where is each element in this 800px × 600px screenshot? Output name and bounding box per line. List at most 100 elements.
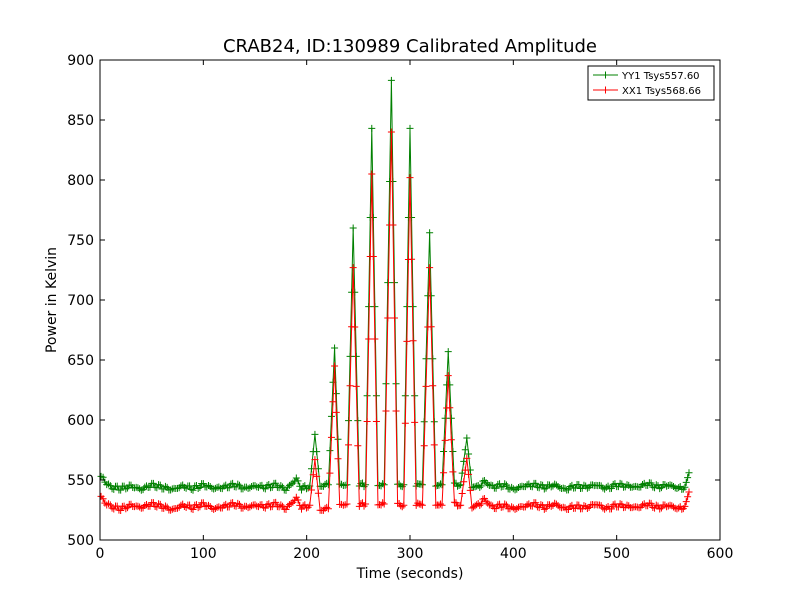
data-point-0-14 (122, 485, 130, 493)
data-point-0-30 (149, 479, 157, 487)
data-point-1-208 (446, 404, 454, 412)
data-point-0-138 (334, 435, 342, 443)
data-point-0-336 (663, 482, 671, 490)
data-point-1-263 (537, 501, 545, 509)
data-point-1-193 (422, 382, 430, 390)
data-point-1-247 (509, 504, 517, 512)
y-tick-label-2: 600 (67, 413, 94, 429)
data-point-1-304 (608, 505, 615, 513)
data-point-0-280 (566, 483, 574, 491)
data-point-0-349 (684, 474, 692, 482)
data-point-1-124 (311, 456, 319, 464)
data-point-1-221 (466, 486, 474, 494)
data-point-0-34 (156, 481, 164, 489)
series-markers-1 (97, 128, 693, 515)
data-point-1-330 (652, 501, 660, 509)
data-point-1-167 (380, 500, 388, 508)
data-point-0-74 (225, 484, 233, 492)
data-point-0-214 (455, 481, 463, 489)
data-point-1-161 (371, 335, 379, 343)
y-tick-label-6: 800 (67, 173, 94, 189)
data-point-1-30 (149, 499, 157, 507)
data-point-1-56 (194, 504, 202, 512)
data-point-0-279 (564, 486, 572, 494)
data-point-1-277 (561, 504, 569, 512)
data-point-1-59 (199, 499, 207, 507)
y-tick-label-0: 500 (67, 533, 94, 549)
data-point-1-62 (205, 501, 212, 509)
data-point-0-327 (647, 479, 655, 487)
legend-label-1: XX1 Tsys568.66 (622, 86, 701, 97)
data-point-1-327 (647, 499, 655, 507)
data-point-0-33 (155, 481, 163, 489)
y-tick-label-5: 750 (67, 233, 94, 249)
data-point-0-5 (106, 482, 114, 490)
data-point-0-84 (242, 483, 250, 491)
data-point-0-101 (272, 479, 280, 487)
data-point-0-173 (391, 279, 398, 287)
data-point-1-104 (277, 501, 285, 509)
data-point-1-147 (349, 264, 357, 272)
data-point-1-336 (663, 503, 671, 511)
data-point-0-136 (331, 344, 339, 352)
data-point-1-174 (392, 407, 400, 415)
y-tick-label-4: 700 (67, 293, 94, 309)
data-point-1-265 (540, 505, 548, 513)
data-point-1-166 (379, 499, 387, 507)
data-point-0-193 (422, 355, 430, 363)
data-point-1-184 (408, 255, 416, 263)
data-point-1-123 (309, 471, 317, 479)
data-point-1-202 (436, 500, 444, 508)
data-point-1-178 (398, 503, 406, 511)
data-point-1-216 (458, 490, 466, 497)
data-point-0-228 (477, 482, 485, 490)
data-point-1-153 (358, 499, 366, 507)
data-point-0-23 (137, 486, 145, 494)
data-point-0-11 (117, 486, 125, 494)
legend: YY1 Tsys557.60 XX1 Tsys568.66 (587, 65, 715, 101)
data-point-1-53 (189, 505, 197, 513)
data-point-1-110 (287, 499, 295, 507)
data-point-1-11 (117, 507, 125, 515)
data-point-0-232 (484, 480, 492, 488)
data-point-0-310 (618, 480, 626, 488)
data-point-0-333 (657, 484, 665, 492)
data-point-1-349 (684, 493, 692, 501)
data-point-1-198 (430, 441, 438, 449)
data-point-1-5 (106, 501, 114, 509)
data-point-0-56 (194, 484, 202, 492)
data-point-1-4 (105, 500, 113, 508)
data-point-1-279 (564, 506, 572, 514)
data-point-1-155 (362, 500, 370, 508)
data-point-1-225 (473, 501, 481, 509)
data-point-1-162 (372, 418, 380, 425)
data-point-0-125 (313, 448, 321, 456)
data-point-0-330 (652, 481, 660, 489)
data-point-1-272 (552, 500, 560, 508)
data-point-1-269 (547, 502, 555, 510)
data-point-0-149 (352, 352, 360, 360)
data-point-1-1 (99, 495, 107, 503)
data-point-1-126 (314, 489, 322, 497)
data-point-0-290 (583, 484, 591, 492)
data-point-0-209 (447, 414, 455, 422)
data-point-1-40 (167, 506, 175, 514)
data-point-1-203 (438, 501, 446, 509)
data-point-1-215 (457, 501, 465, 509)
data-point-0-309 (616, 479, 624, 487)
data-point-1-332 (656, 505, 664, 513)
data-point-1-169 (384, 314, 392, 322)
data-point-1-46 (177, 501, 185, 509)
data-point-0-104 (277, 482, 285, 490)
data-point-0-204 (440, 448, 448, 455)
data-point-1-219 (463, 454, 471, 462)
data-point-0-332 (656, 485, 664, 493)
x-tick-label-4: 400 (500, 546, 527, 562)
data-point-0-57 (196, 484, 204, 492)
data-point-0-185 (409, 303, 417, 311)
data-point-0-258 (528, 483, 536, 491)
data-point-1-142 (341, 501, 349, 509)
data-point-1-41 (168, 505, 176, 513)
data-point-0-272 (552, 481, 560, 489)
data-point-1-209 (447, 436, 455, 444)
